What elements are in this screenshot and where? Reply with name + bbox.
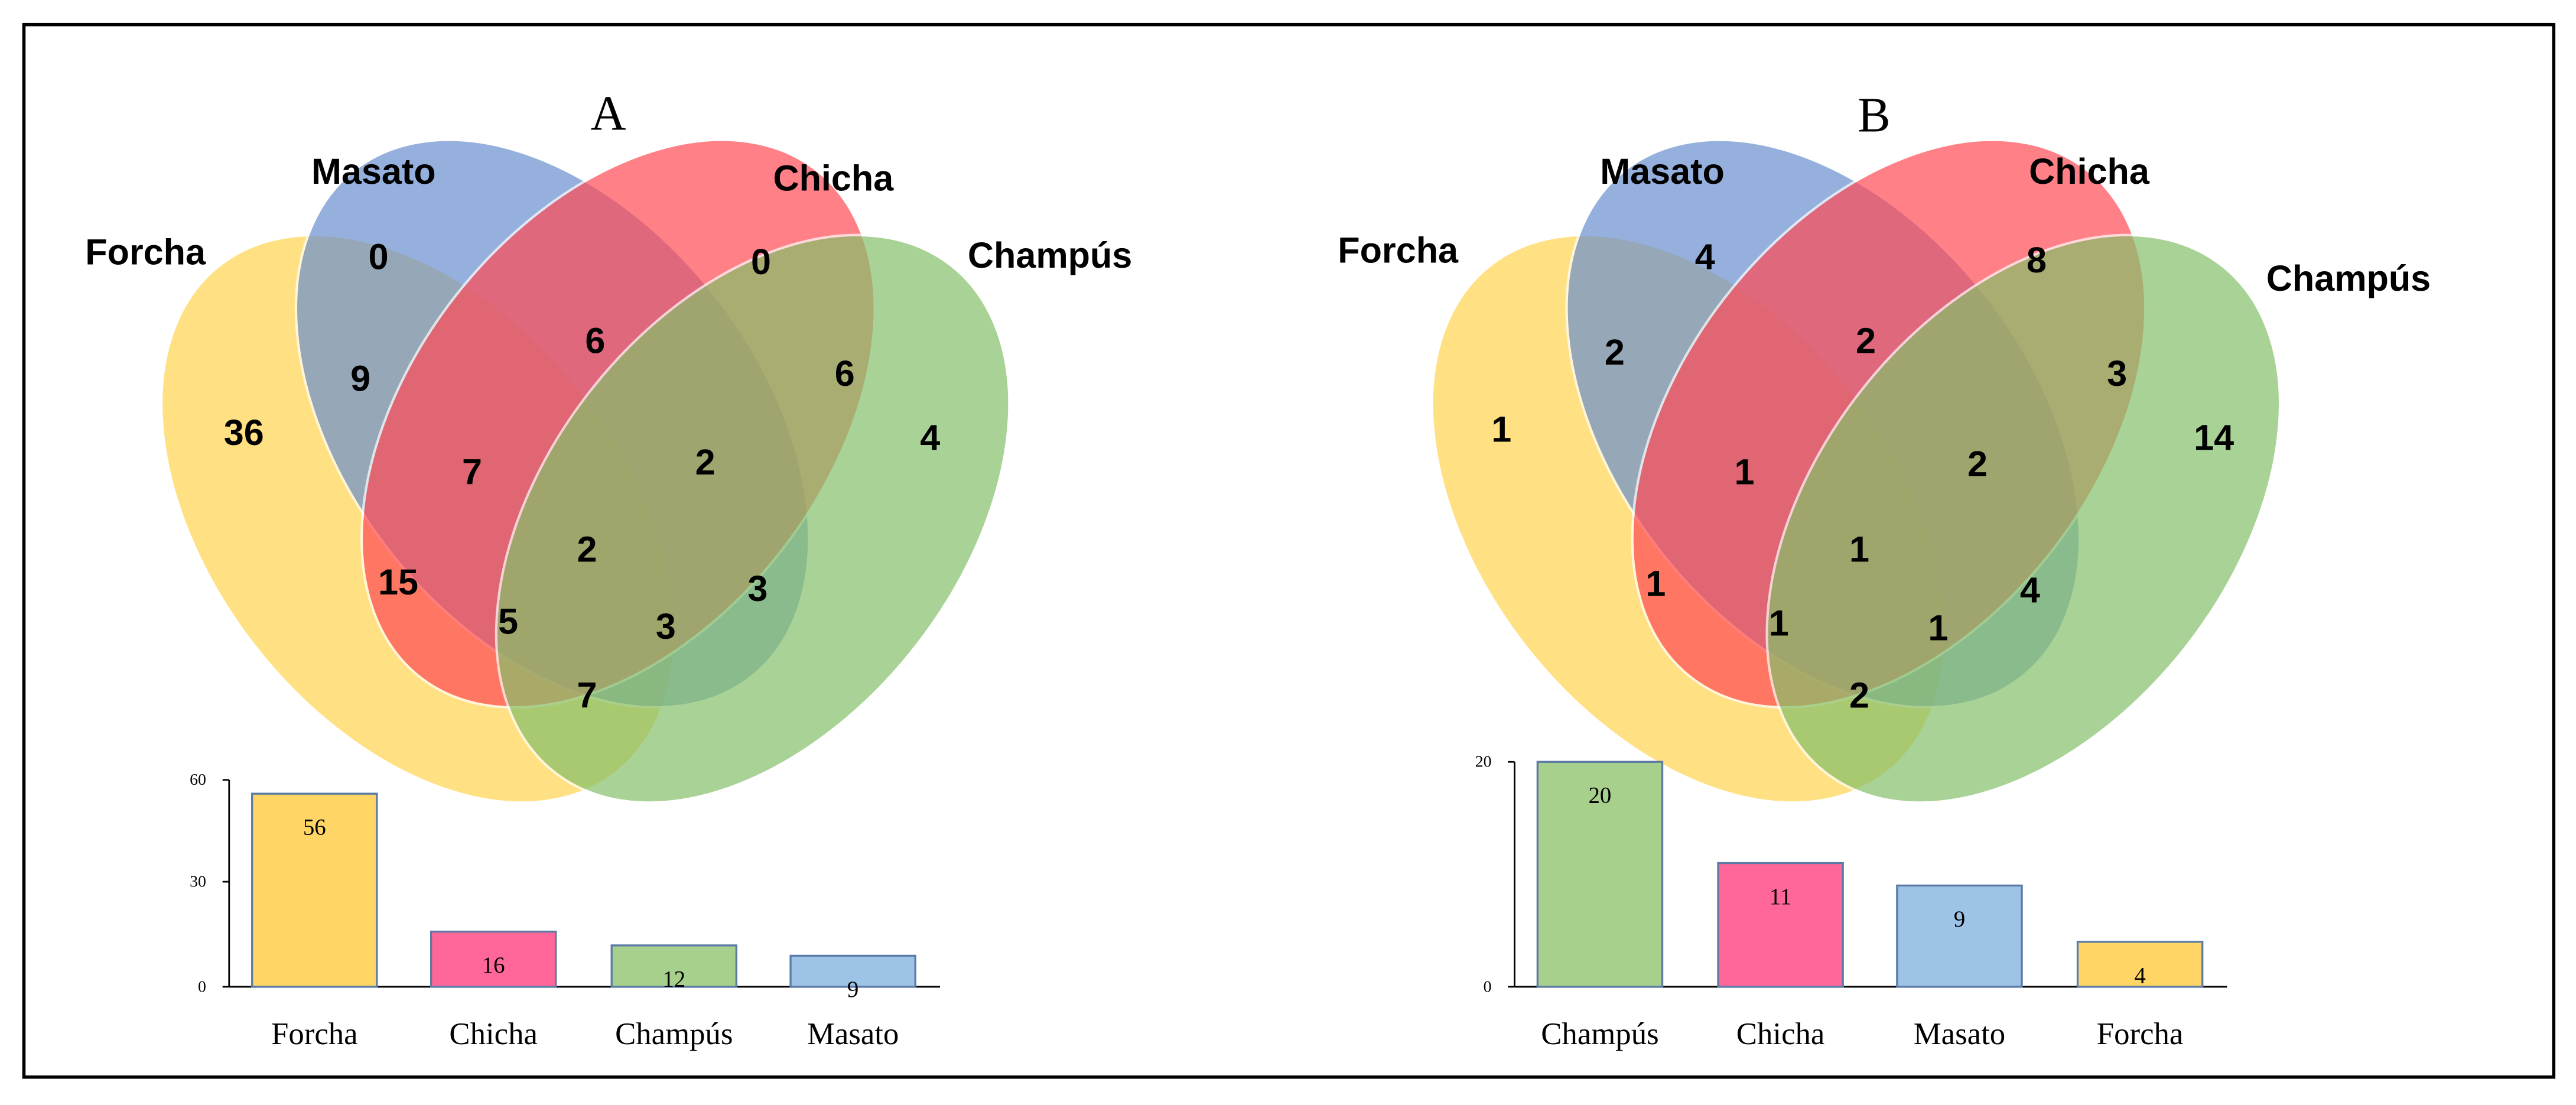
x-tick-label: Forcha xyxy=(271,1017,358,1051)
bar-value-label: 4 xyxy=(2134,963,2145,988)
panel-b-label: B xyxy=(1858,88,1891,142)
y-tick-label: 0 xyxy=(1484,977,1492,996)
region-masato-chicha: 2 xyxy=(1856,320,1876,360)
bar-chart-b: 0 20 20 Champús 11 Chicha 9 Masato 4 Forcha xyxy=(1475,753,2227,1051)
region-forcha-chicha: 15 xyxy=(378,562,418,602)
bar-value-label: 20 xyxy=(1588,783,1611,808)
chicha-label: Chicha xyxy=(773,158,894,198)
region-forcha-chicha: 1 xyxy=(1645,564,1666,604)
masato-label: Masato xyxy=(311,151,436,191)
region-chicha-champus: 3 xyxy=(2107,353,2127,394)
region-champus-only: 4 xyxy=(920,417,940,457)
venn-b xyxy=(1430,138,2282,804)
x-tick-label: Champús xyxy=(615,1017,733,1051)
chicha-label: Chicha xyxy=(2029,151,2150,191)
region-masato-chicha-champus: 2 xyxy=(1967,444,1988,484)
region-forcha-only: 1 xyxy=(1491,409,1511,449)
region-forcha-only: 36 xyxy=(224,412,264,453)
venn-a xyxy=(160,138,1011,804)
region-forcha-chicha-champus: 1 xyxy=(1769,603,1789,643)
region-forcha-masato: 2 xyxy=(1605,332,1625,372)
bar-value-label: 12 xyxy=(662,966,685,992)
region-forcha-masato-champus: 3 xyxy=(656,606,676,646)
y-tick-label: 0 xyxy=(198,977,206,996)
region-masato-chicha-champus: 2 xyxy=(695,442,715,482)
champus-set xyxy=(495,233,1011,804)
champus-label: Champús xyxy=(968,235,1132,275)
region-chicha-only: 0 xyxy=(751,242,771,282)
region-masato-only: 0 xyxy=(369,237,389,277)
x-tick-label: Chicha xyxy=(449,1017,538,1051)
x-tick-label: Chicha xyxy=(1736,1017,1825,1051)
forcha-label: Forcha xyxy=(1338,230,1459,271)
region-all-four: 1 xyxy=(1849,529,1869,569)
region-forcha-champus: 2 xyxy=(1849,675,1869,716)
region-forcha-masato-chicha: 1 xyxy=(1734,452,1754,492)
region-forcha-chicha-champus: 5 xyxy=(498,602,518,642)
region-champus-only: 14 xyxy=(2194,417,2234,457)
figure-border xyxy=(22,22,2556,1079)
bar-chart-a: 0 30 60 56 Forcha 16 Chicha 12 Champús 9 Masato xyxy=(190,771,940,1051)
x-tick-label: Masato xyxy=(807,1017,899,1051)
bar xyxy=(430,930,557,988)
forcha-label: Forcha xyxy=(85,232,206,272)
region-masato-chicha: 6 xyxy=(585,320,605,360)
bar xyxy=(251,792,378,988)
region-forcha-masato-chicha: 7 xyxy=(462,452,482,492)
bar xyxy=(1536,760,1664,988)
bar-value-label: 9 xyxy=(1954,906,1965,932)
bar xyxy=(2076,941,2204,988)
region-forcha-masato-champus: 1 xyxy=(1928,608,1948,648)
region-masato-champus: 4 xyxy=(2020,570,2040,610)
bar-value-label: 16 xyxy=(482,953,505,978)
region-chicha-champus: 6 xyxy=(835,353,855,394)
bar-value-label: 56 xyxy=(303,815,326,840)
region-all-four: 2 xyxy=(577,529,597,569)
champus-set xyxy=(1765,233,2282,804)
panel-a: A Forcha Masato Chicha Champús 36 0 0 4 … xyxy=(85,87,1132,1052)
panel-b: B Forcha Masato Chicha Champús 1 4 8 14 … xyxy=(1338,88,2431,1051)
region-forcha-champus: 7 xyxy=(577,675,597,716)
panel-a-label: A xyxy=(591,87,626,141)
x-tick-label: Champús xyxy=(1541,1017,1658,1051)
region-forcha-masato: 9 xyxy=(350,358,370,398)
bar-value-label: 9 xyxy=(847,977,858,1002)
region-chicha-only: 8 xyxy=(2027,240,2047,280)
bar xyxy=(1717,862,1844,988)
bar xyxy=(1896,884,2023,988)
x-tick-label: Forcha xyxy=(2097,1017,2184,1051)
x-tick-label: Masato xyxy=(1914,1017,2005,1051)
champus-label: Champús xyxy=(2266,258,2431,298)
masato-label: Masato xyxy=(1600,151,1725,191)
y-tick-label: 30 xyxy=(190,872,206,890)
bar xyxy=(789,954,916,988)
bar xyxy=(610,944,738,988)
region-masato-champus: 3 xyxy=(748,568,768,609)
y-tick-label: 60 xyxy=(190,771,206,789)
region-masato-only: 4 xyxy=(1695,237,1715,277)
y-tick-label: 20 xyxy=(1475,753,1492,771)
bar-value-label: 11 xyxy=(1770,884,1791,909)
